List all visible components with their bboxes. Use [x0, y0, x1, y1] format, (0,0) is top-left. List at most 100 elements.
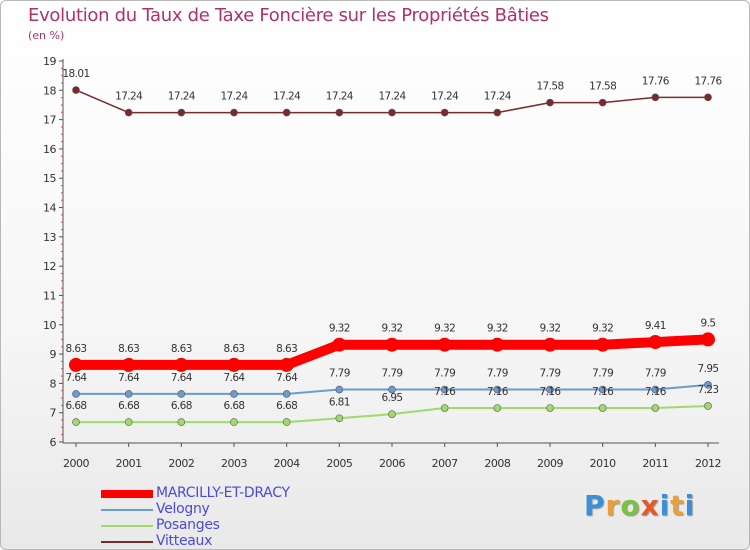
y-tick-label: 16 [43, 143, 56, 156]
y-tick-label: 8 [50, 377, 57, 390]
data-point [335, 108, 344, 117]
data-label: 17.24 [168, 91, 196, 103]
data-label: 17.24 [431, 91, 459, 103]
data-point [440, 385, 449, 394]
data-point [335, 385, 344, 394]
data-point [595, 337, 610, 352]
legend-swatch [101, 490, 153, 498]
data-point [440, 404, 449, 412]
data-label: 9.32 [540, 323, 561, 335]
data-point [546, 385, 554, 394]
logo-letter: t [670, 489, 685, 522]
legend-label: Posanges [156, 517, 220, 533]
logo-letter: o [620, 489, 641, 522]
x-tick-label: 2006 [379, 457, 405, 470]
y-tick-label: 6 [50, 436, 57, 449]
data-label: 7.64 [66, 372, 88, 384]
data-label: 7.16 [645, 386, 667, 398]
logo-letter: i [684, 489, 696, 522]
x-tick-label: 2001 [116, 457, 142, 470]
legend-label: MARCILLY-ET-DRACY [156, 485, 290, 501]
y-tick-label: 10 [43, 319, 56, 332]
data-label: 17.58 [589, 81, 616, 93]
data-label: 7.23 [698, 384, 719, 396]
data-label: 18.01 [62, 68, 89, 80]
data-point [332, 337, 347, 352]
data-label: 8.63 [171, 343, 192, 355]
data-point [335, 414, 344, 423]
data-label: 17.76 [642, 75, 670, 87]
legend-swatch [101, 525, 153, 527]
y-axis-unit: (en %) [28, 29, 65, 42]
data-point [177, 390, 186, 398]
data-label: 7.64 [276, 372, 298, 384]
data-point [493, 108, 502, 117]
data-point [124, 418, 133, 426]
data-point [701, 332, 715, 347]
data-point [437, 337, 452, 352]
data-point [121, 357, 136, 372]
data-point [543, 337, 557, 352]
data-point [282, 390, 291, 398]
data-label: 8.63 [276, 343, 297, 355]
data-label: 9.5 [701, 317, 716, 329]
proxiti-logo: Proxiti [584, 489, 695, 522]
chart-title: Evolution du Taux de Taxe Foncière sur l… [28, 5, 549, 26]
x-tick-label: 2002 [168, 457, 194, 470]
data-label: 17.24 [115, 91, 143, 103]
data-point [227, 357, 241, 372]
logo-letter: i [659, 489, 671, 522]
data-label: 6.68 [276, 400, 297, 412]
data-label: 6.95 [382, 392, 403, 404]
data-point [124, 108, 133, 117]
x-tick-label: 2010 [590, 457, 616, 470]
legend-swatch [101, 509, 153, 511]
data-point [546, 404, 554, 412]
y-tick-label: 7 [50, 407, 57, 420]
logo-letter: P [584, 489, 606, 522]
data-label: 17.58 [536, 81, 563, 93]
data-label: 6.81 [329, 396, 350, 408]
data-point [279, 357, 294, 372]
data-point [388, 410, 396, 418]
data-label: 17.24 [273, 91, 301, 103]
data-point [493, 385, 502, 394]
data-point [174, 357, 189, 372]
data-label: 6.68 [66, 400, 87, 412]
data-label: 7.79 [329, 368, 350, 380]
data-point [388, 108, 396, 117]
data-point [651, 93, 660, 102]
y-tick-label: 15 [43, 172, 56, 185]
x-tick-label: 2008 [484, 457, 510, 470]
data-label: 17.24 [484, 91, 512, 103]
data-point [230, 418, 238, 426]
logo-letter: r [605, 489, 621, 522]
data-point [282, 108, 291, 117]
y-tick-label: 17 [43, 114, 56, 127]
data-point [124, 390, 133, 398]
data-point [598, 404, 607, 412]
data-label: 9.41 [645, 320, 666, 332]
data-point [493, 404, 502, 412]
data-point [177, 418, 186, 426]
data-label: 9.32 [329, 323, 350, 335]
data-label: 6.68 [224, 400, 245, 412]
data-point [598, 385, 607, 394]
data-point [69, 357, 83, 372]
data-label: 7.16 [487, 386, 509, 398]
data-point [230, 390, 238, 398]
data-label: 17.24 [326, 91, 354, 103]
data-label: 17.24 [378, 91, 406, 103]
data-label: 17.76 [694, 75, 722, 87]
data-point [598, 98, 607, 107]
data-label: 8.63 [66, 343, 87, 355]
x-tick-label: 2005 [326, 457, 352, 470]
data-label: 9.32 [487, 323, 508, 335]
y-tick-label: 19 [43, 55, 56, 68]
legend-swatch [101, 541, 153, 543]
y-tick-label: 9 [50, 348, 57, 361]
x-tick-label: 2004 [274, 457, 300, 470]
data-label: 7.64 [118, 372, 140, 384]
